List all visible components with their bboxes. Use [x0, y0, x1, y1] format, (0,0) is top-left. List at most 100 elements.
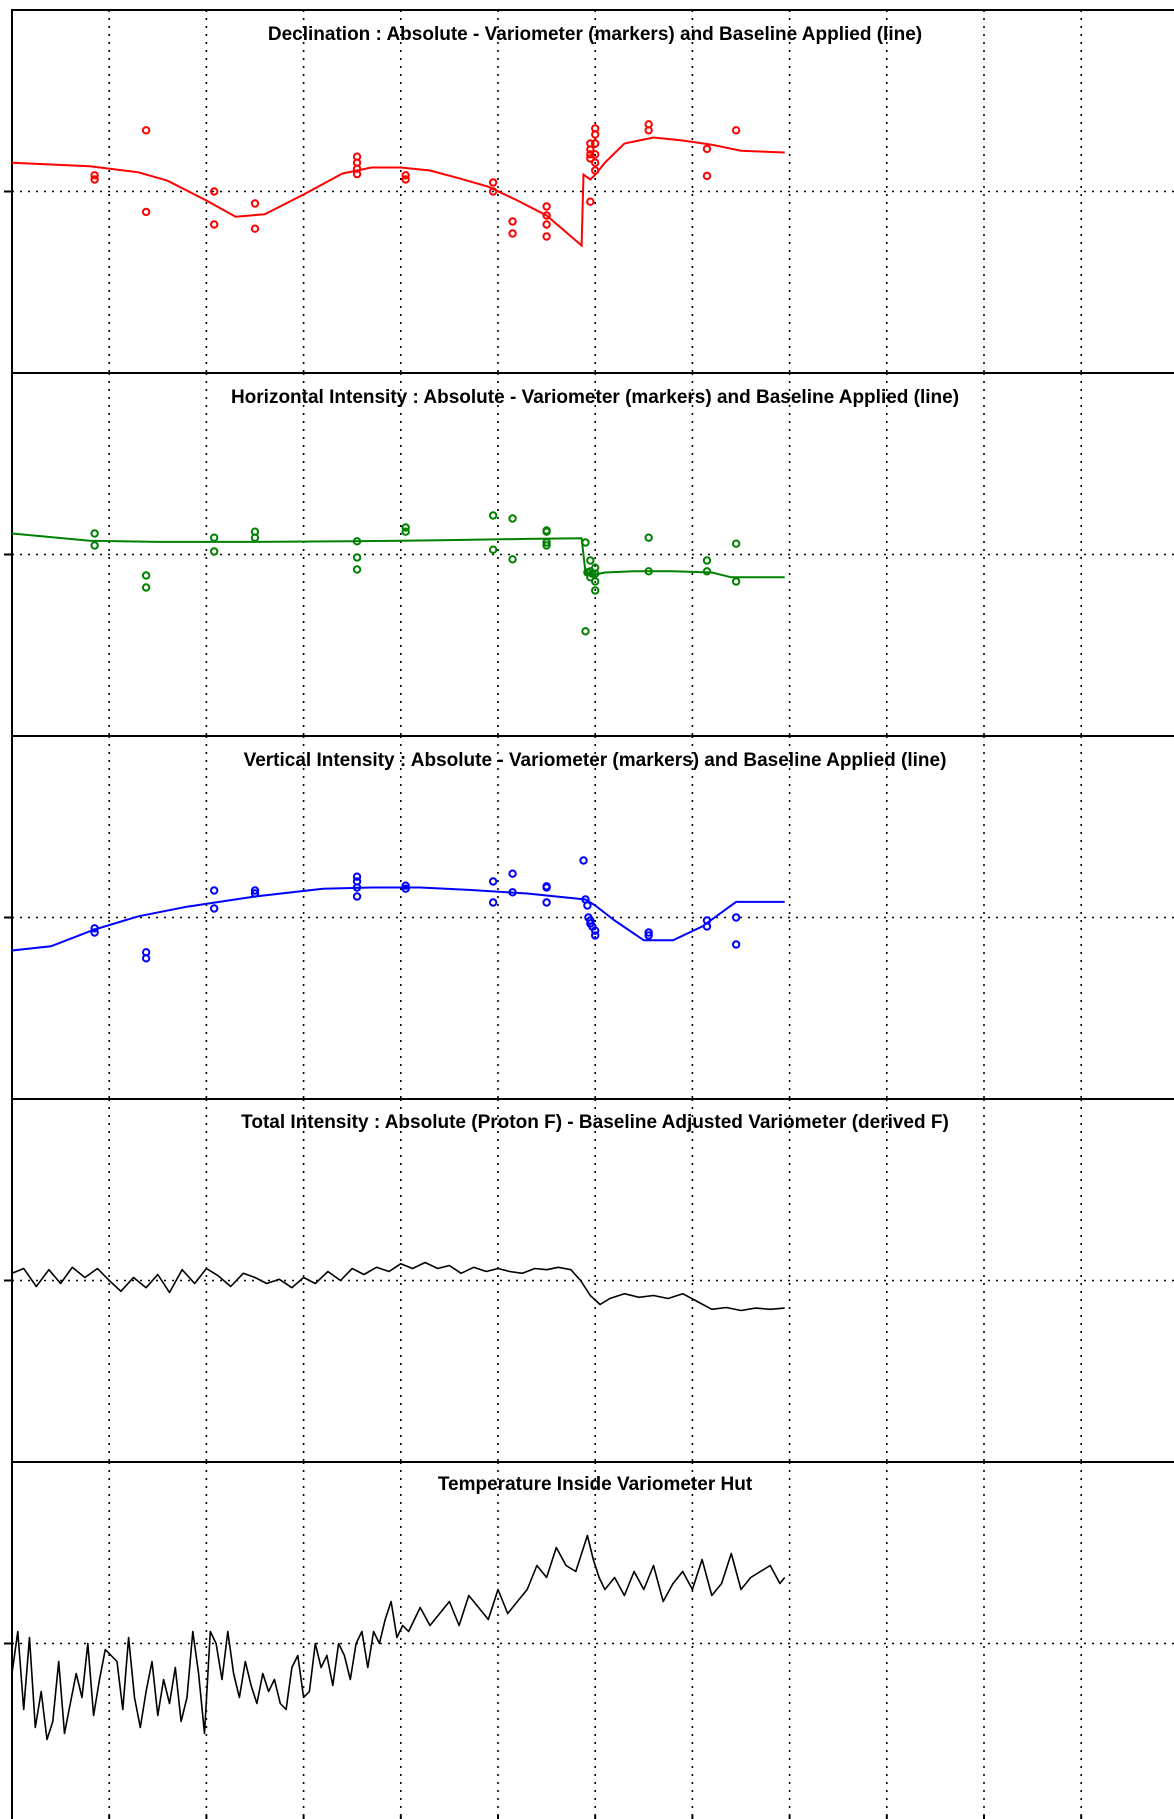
data-marker: [90, 171, 99, 180]
series-line: [11, 1534, 786, 1741]
data-marker: [542, 202, 551, 211]
data-marker: [90, 928, 99, 937]
data-marker: [586, 197, 595, 206]
data-marker: [488, 545, 498, 554]
data-marker: [352, 565, 362, 574]
data-marker: [579, 856, 588, 865]
data-marker: [250, 533, 260, 542]
baseline-line: [11, 886, 785, 952]
panel-title-vertical-intensity: Vertical Intensity : Absolute - Variomet…: [244, 750, 947, 771]
data-marker: [141, 207, 151, 217]
data-marker: [508, 555, 517, 564]
data-marker: [586, 556, 595, 565]
data-marker: [352, 553, 362, 562]
data-marker: [644, 931, 653, 940]
data-marker: [542, 898, 551, 907]
data-marker: [731, 940, 741, 949]
baseline-line: [11, 532, 785, 579]
baseline-line: [11, 136, 785, 248]
data-marker: [401, 171, 410, 180]
data-marker: [644, 928, 653, 937]
data-marker: [586, 154, 595, 163]
data-marker: [209, 904, 219, 913]
data-marker: [542, 527, 551, 536]
data-marker: [141, 571, 151, 580]
panel-title-temperature: Temperature Inside Variometer Hut: [438, 1474, 753, 1495]
data-marker: [488, 511, 498, 520]
data-marker: [352, 537, 362, 546]
data-marker: [401, 175, 410, 184]
data-marker: [591, 166, 600, 175]
data-marker: [209, 547, 219, 556]
data-marker: [90, 175, 99, 184]
data-marker: [581, 627, 590, 636]
data-marker: [508, 514, 517, 523]
data-marker: [702, 144, 712, 154]
data-marker: [581, 538, 590, 547]
data-marker: [508, 888, 517, 897]
panel-title-declination: Declination : Absolute - Variometer (mar…: [268, 24, 922, 45]
data-marker: [90, 529, 99, 538]
data-marker: [90, 924, 99, 933]
data-marker: [591, 569, 600, 578]
data-marker: [731, 539, 741, 548]
data-marker: [401, 523, 410, 532]
data-marker: [583, 901, 592, 910]
data-marker: [702, 171, 712, 181]
data-marker: [90, 541, 99, 550]
data-marker: [591, 130, 600, 139]
panel-title-horizontal-intensity: Horizontal Intensity : Absolute - Variom…: [231, 387, 959, 408]
data-marker: [644, 533, 653, 542]
panel-frame: [11, 1098, 1174, 1463]
data-marker: [591, 586, 600, 595]
data-marker: [141, 126, 151, 135]
data-marker: [141, 954, 151, 963]
data-marker: [731, 577, 741, 586]
panel-frame: [11, 372, 1174, 737]
data-marker: [209, 187, 219, 196]
data-marker: [591, 577, 600, 586]
data-marker: [352, 892, 362, 901]
data-marker: [542, 220, 551, 229]
data-marker: [508, 869, 517, 878]
data-marker: [542, 541, 551, 550]
data-marker: [250, 199, 260, 208]
data-marker: [591, 158, 600, 167]
panel-total-intensity: [4, 1098, 1174, 1463]
data-marker: [702, 567, 712, 576]
panel-frame: [11, 9, 1174, 374]
data-marker: [508, 229, 517, 238]
panel-frame: [11, 1461, 1174, 1819]
panel-temperature: [4, 1461, 1174, 1819]
data-marker: [401, 527, 410, 536]
data-marker: [542, 538, 551, 547]
data-marker: [731, 913, 741, 922]
data-marker: [488, 898, 498, 907]
data-marker: [702, 922, 712, 931]
data-marker: [542, 232, 551, 241]
data-marker: [644, 126, 653, 135]
data-marker: [488, 187, 498, 196]
data-marker: [209, 533, 219, 542]
data-marker: [591, 931, 600, 940]
data-marker: [508, 217, 517, 226]
panel-vertical-intensity: [4, 735, 1174, 1100]
panel-declination: [4, 9, 1174, 374]
data-marker: [586, 150, 595, 159]
data-marker: [591, 150, 600, 159]
series-line: [11, 1261, 785, 1312]
data-marker: [488, 877, 498, 886]
data-marker: [141, 583, 151, 592]
data-marker: [644, 567, 653, 576]
data-marker: [488, 178, 498, 187]
data-marker: [401, 881, 410, 890]
data-marker: [250, 886, 260, 895]
data-marker: [250, 889, 260, 898]
data-marker: [542, 211, 551, 220]
data-marker: [250, 224, 260, 233]
panel-horizontal-intensity: [4, 372, 1174, 737]
data-marker: [209, 886, 219, 895]
data-marker: [209, 220, 219, 229]
data-marker: [401, 884, 410, 893]
